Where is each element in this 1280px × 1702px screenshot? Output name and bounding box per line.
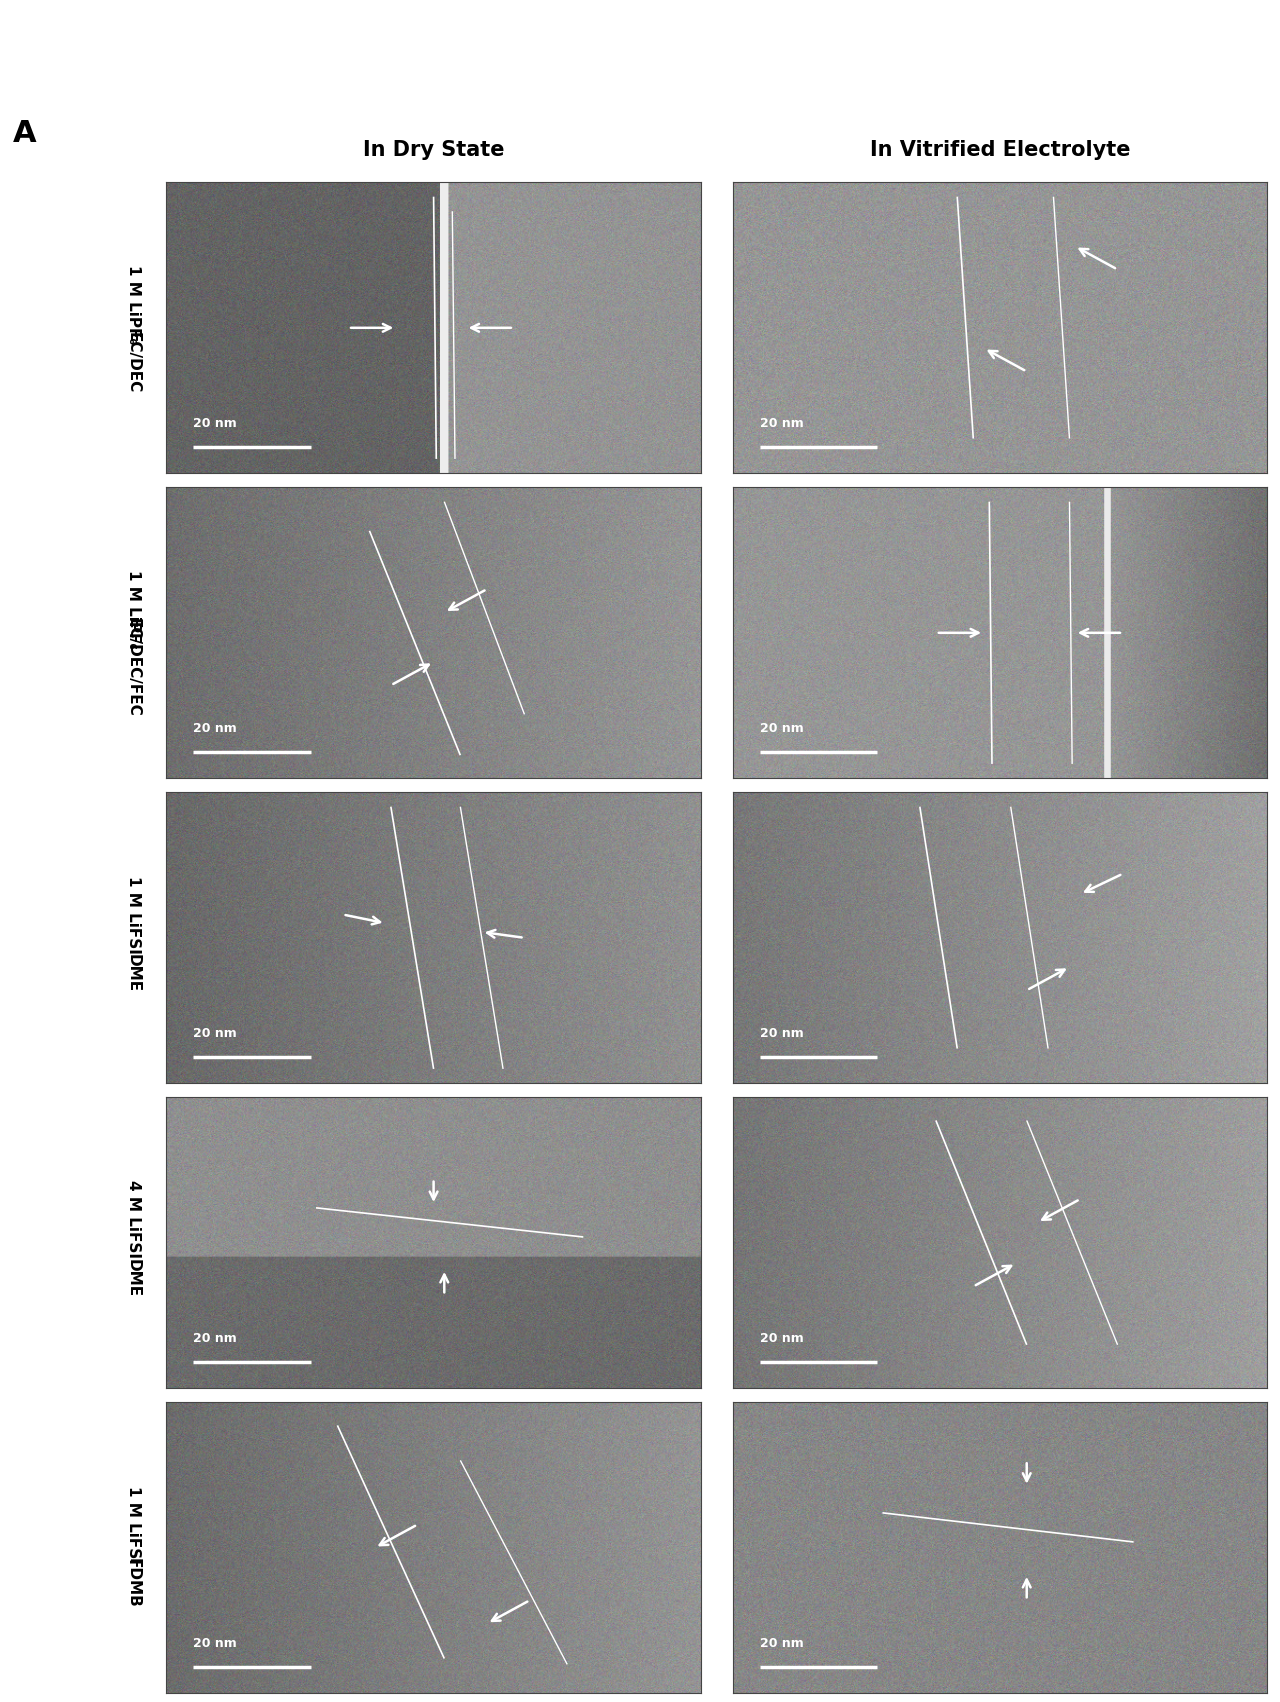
Text: 20 nm: 20 nm [759, 1637, 804, 1649]
Text: 20 nm: 20 nm [759, 722, 804, 735]
Text: 4 M LiFSI: 4 M LiFSI [125, 1181, 141, 1258]
Text: A: A [13, 119, 36, 148]
Text: FDMB: FDMB [125, 1557, 141, 1608]
Text: 20 nm: 20 nm [759, 417, 804, 431]
Text: 20 nm: 20 nm [193, 1331, 237, 1345]
Text: DME: DME [125, 1259, 141, 1297]
Text: 1 M LiPF₆: 1 M LiPF₆ [125, 266, 141, 344]
Text: DME: DME [125, 953, 141, 992]
Text: 20 nm: 20 nm [193, 417, 237, 431]
Text: 1 M LiPF₆: 1 M LiPF₆ [125, 570, 141, 648]
Text: In Dry State: In Dry State [362, 140, 504, 160]
Text: 20 nm: 20 nm [759, 1331, 804, 1345]
Text: 1 M LiFSI: 1 M LiFSI [125, 875, 141, 953]
Text: 20 nm: 20 nm [193, 722, 237, 735]
Text: 20 nm: 20 nm [193, 1637, 237, 1649]
Text: 20 nm: 20 nm [193, 1026, 237, 1040]
Text: EC/DEC/FEC: EC/DEC/FEC [125, 618, 141, 717]
Text: In Vitrified Electrolyte: In Vitrified Electrolyte [869, 140, 1130, 160]
Text: EC/DEC: EC/DEC [125, 332, 141, 393]
Text: 20 nm: 20 nm [759, 1026, 804, 1040]
Text: 1 M LiFSI: 1 M LiFSI [125, 1486, 141, 1564]
